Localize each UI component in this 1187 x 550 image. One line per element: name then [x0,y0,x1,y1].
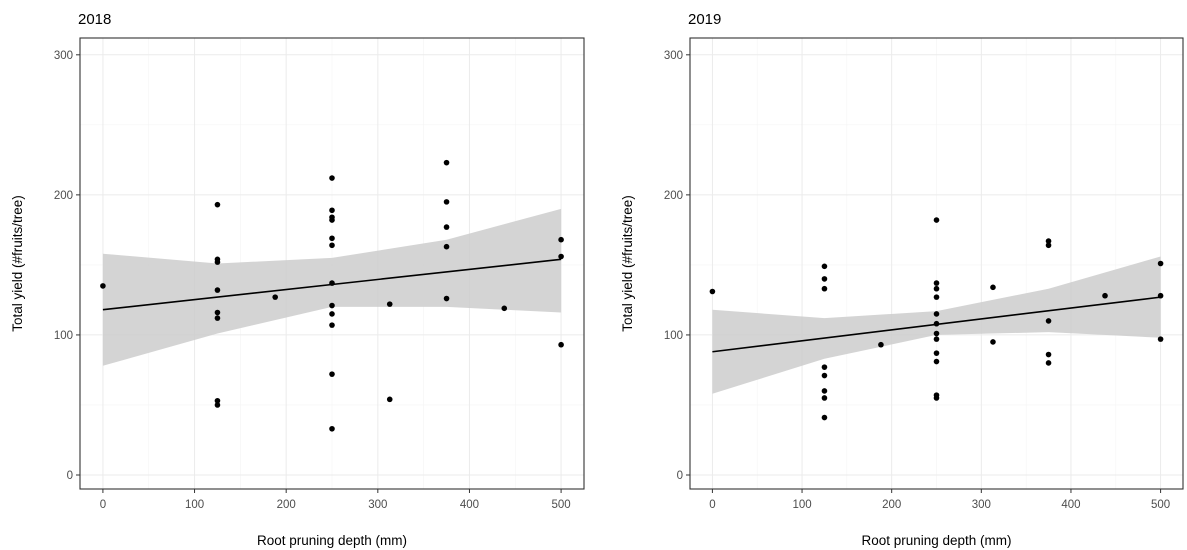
y-tick-label: 200 [664,190,683,202]
data-point [329,242,335,248]
data-point [1046,318,1052,324]
x-tick-label: 500 [1151,499,1170,511]
data-point [444,244,450,250]
x-tick-label: 100 [185,499,204,511]
y-tick-label: 0 [677,470,683,482]
data-point [822,388,828,394]
data-point [1158,293,1164,299]
data-point [387,397,393,403]
data-point [1046,360,1052,366]
data-point [1158,261,1164,267]
y-tick-label: 100 [664,330,683,342]
data-point [934,217,940,223]
data-point [934,336,940,342]
data-point [329,175,335,181]
x-tick-label: 200 [882,499,901,511]
data-point [822,395,828,401]
x-tick-label: 400 [460,499,479,511]
data-point [215,202,221,208]
data-point [1046,352,1052,358]
data-point [558,237,564,243]
data-point [444,199,450,205]
data-point [329,322,335,328]
data-point [215,287,221,293]
y-tick-label: 300 [54,50,73,62]
data-point [1102,293,1108,299]
data-point [822,415,828,421]
data-point [272,294,278,300]
data-point [934,395,940,401]
data-point [558,342,564,348]
data-point [822,264,828,270]
x-tick-label: 100 [792,499,811,511]
data-point [387,301,393,307]
data-point [329,217,335,223]
data-point [444,160,450,166]
data-point [822,364,828,370]
x-tick-label: 300 [368,499,387,511]
data-point [215,259,221,265]
data-point [822,286,828,292]
data-point [934,321,940,327]
data-point [100,283,106,289]
x-tick-label: 0 [709,499,715,511]
data-point [934,280,940,286]
data-point [934,359,940,365]
x-tick-label: 400 [1061,499,1080,511]
data-point [329,235,335,241]
chart-panel-2019: 2019 0 100 200 300 400 500 0 100 200 300 Root pruni… [620,11,1183,548]
y-tick-label: 0 [67,470,73,482]
panel-title: 2019 [688,11,721,28]
x-tick-label: 500 [551,499,570,511]
chart-panel-2018: 2018 0 100 200 300 400 500 0 100 200 300 Root pruni… [10,11,584,548]
data-point [934,294,940,300]
data-point [1046,242,1052,248]
data-point [215,315,221,321]
y-tick-label: 100 [54,330,73,342]
data-point [444,296,450,302]
data-point [710,289,716,295]
data-point [329,303,335,309]
y-tick-label: 300 [664,50,683,62]
data-point [878,342,884,348]
y-axis-title: Total yield (#fruits/tree) [10,195,25,332]
data-point [329,207,335,213]
data-point [215,310,221,316]
data-point [329,426,335,432]
data-point [934,286,940,292]
panel-title: 2018 [78,11,111,28]
data-point [444,224,450,230]
data-point [934,331,940,337]
x-tick-label: 0 [100,499,106,511]
data-point [329,371,335,377]
data-point [934,311,940,317]
x-axis-title: Root pruning depth (mm) [861,533,1011,548]
x-tick-label: 200 [277,499,296,511]
y-tick-label: 200 [54,190,73,202]
data-point [934,350,940,356]
data-point [329,311,335,317]
x-axis-title: Root pruning depth (mm) [257,533,407,548]
data-point [822,373,828,379]
x-tick-label: 300 [972,499,991,511]
data-point [329,280,335,286]
data-point [990,285,996,291]
data-point [215,402,221,408]
data-point [501,306,507,312]
y-axis-title: Total yield (#fruits/tree) [620,195,635,332]
data-point [558,254,564,260]
data-point [1158,336,1164,342]
data-point [822,276,828,282]
data-point [990,339,996,345]
